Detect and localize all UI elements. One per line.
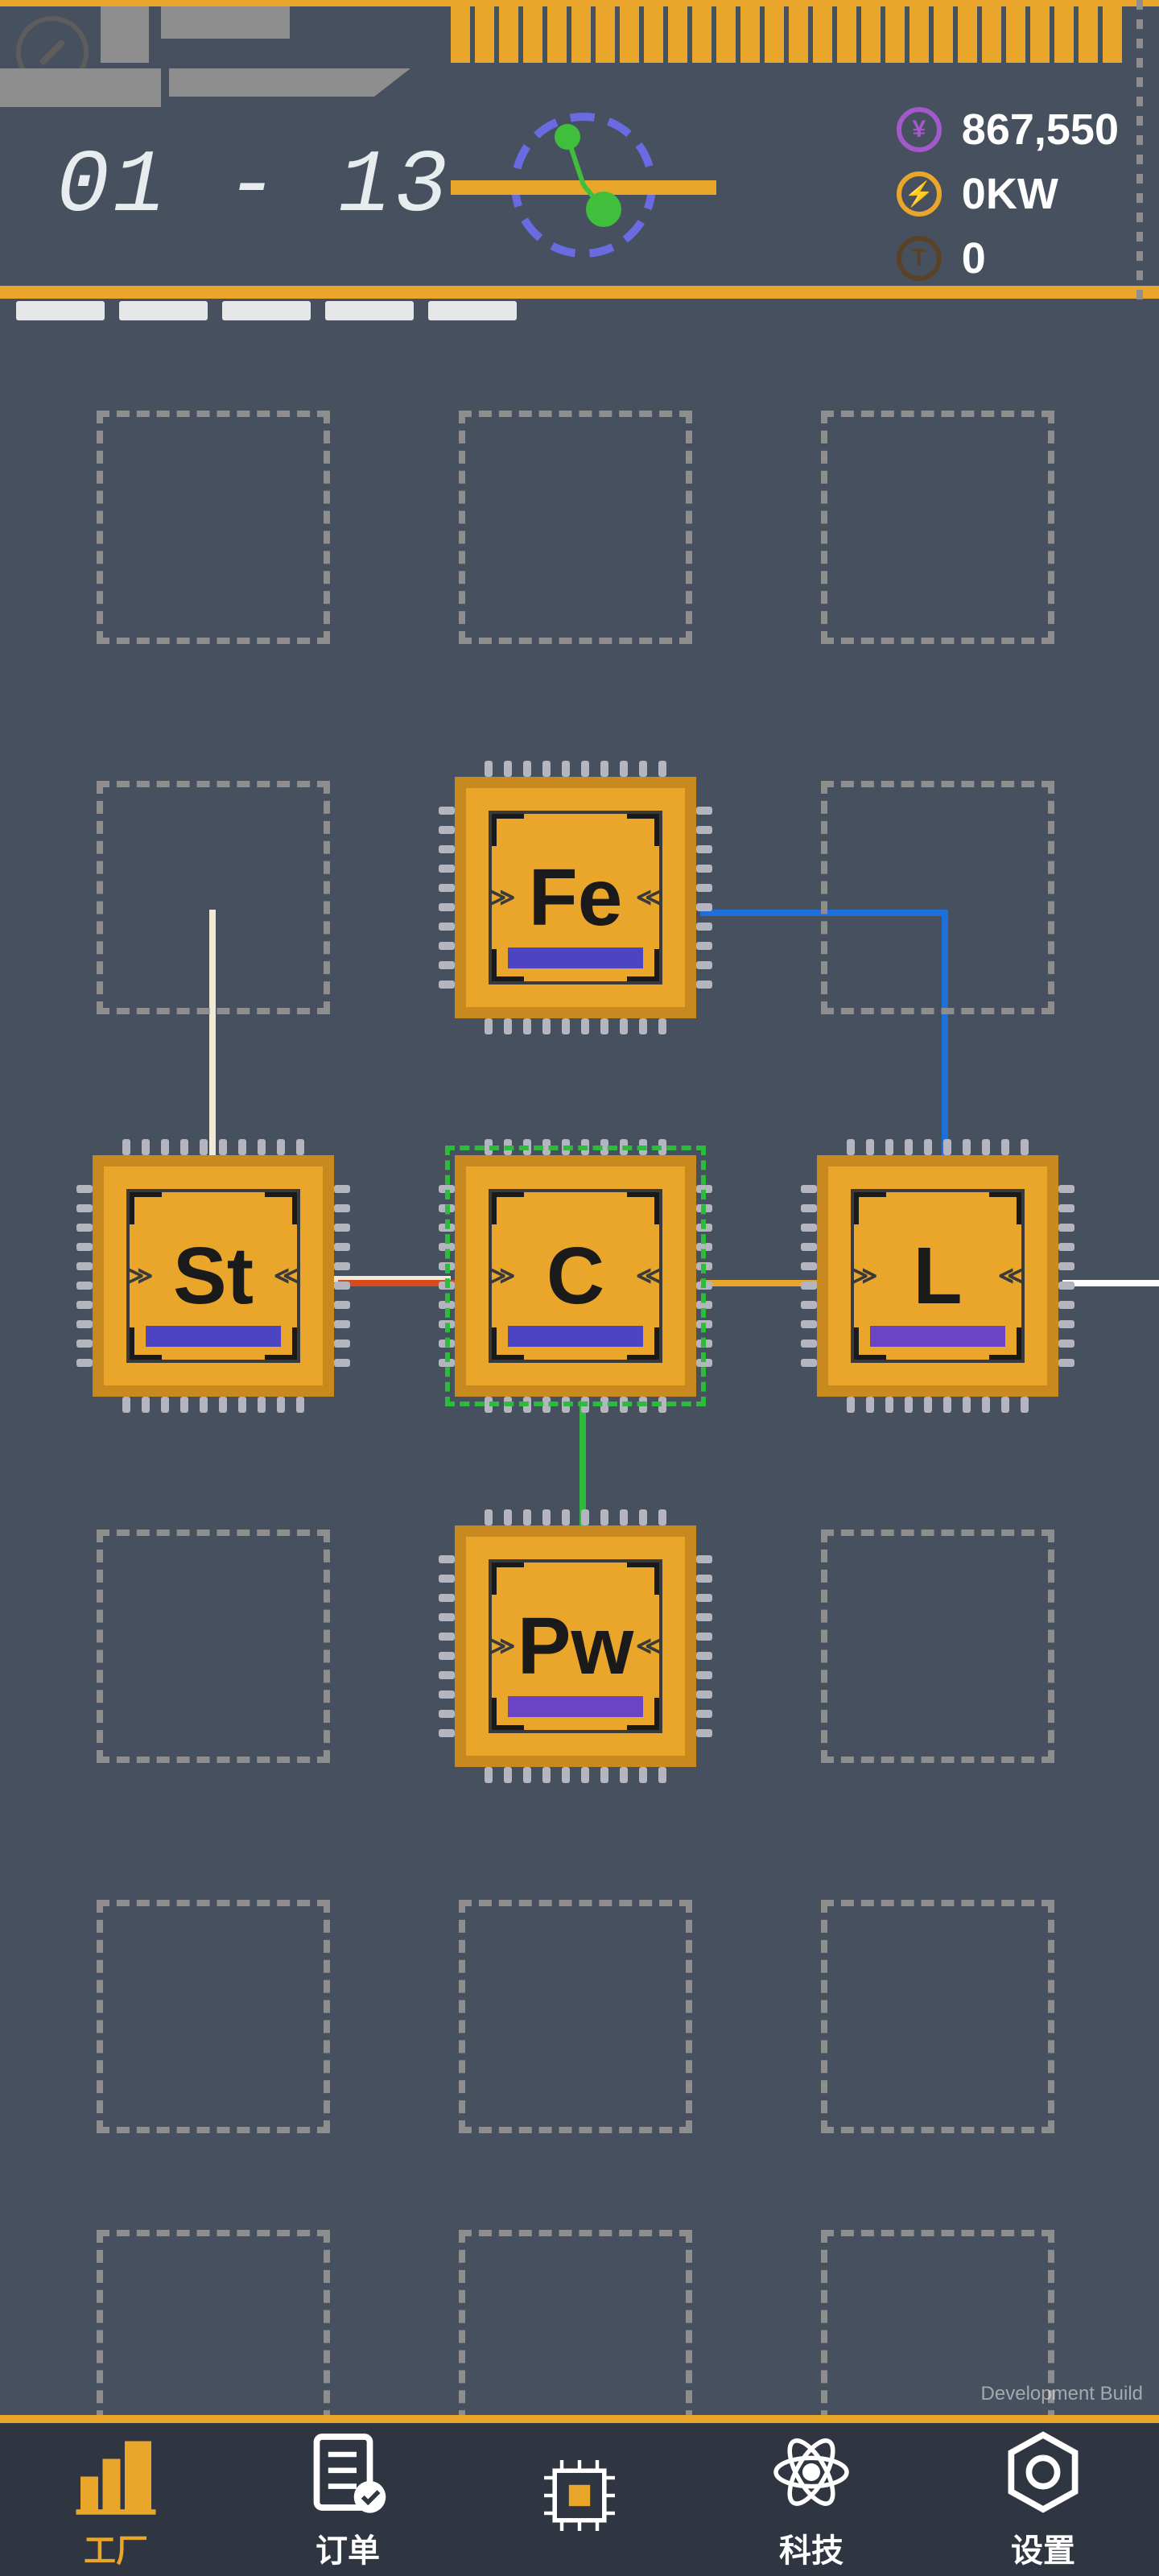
module-label: Pw	[518, 1600, 633, 1693]
module-label: St	[173, 1230, 254, 1323]
nav-label: 设置	[1011, 2524, 1075, 2571]
stat-power: ⚡ 0KW	[897, 169, 1119, 219]
settings-icon	[999, 2428, 1087, 2516]
clock-widget[interactable]	[443, 105, 724, 266]
module-fe[interactable]: Fe≫≫	[455, 777, 696, 1018]
orders-icon	[303, 2428, 392, 2516]
module-label: C	[547, 1230, 604, 1323]
header-right-groove	[1136, 0, 1143, 306]
empty-slot[interactable]	[821, 1530, 1054, 1763]
stat-money: ¥ 867,550	[897, 105, 1119, 155]
nav-tech[interactable]: 科技	[731, 2428, 892, 2571]
empty-slot[interactable]	[459, 411, 692, 644]
date-readout: 01 - 13	[56, 137, 451, 237]
empty-slot[interactable]	[821, 1900, 1054, 2133]
tech-icon	[767, 2428, 856, 2516]
nav-label: 科技	[779, 2524, 843, 2571]
power-icon: ⚡	[897, 171, 942, 217]
nav-label: 工厂	[84, 2524, 148, 2571]
factory-grid[interactable]: Fe≫≫ St≫≫ C≫≫ L≫≫ Pw≫≫	[0, 346, 1159, 2415]
module-label: L	[913, 1230, 962, 1323]
progress-segment	[222, 301, 311, 320]
header: 01 - 13 ¥ 867,550 ⚡ 0KW T 0	[0, 0, 1159, 298]
empty-slot[interactable]	[821, 411, 1054, 644]
nav-label: 订单	[316, 2524, 380, 2571]
module-label: Fe	[529, 852, 623, 944]
header-bottom-accent	[0, 286, 1159, 299]
progress-segment	[325, 301, 414, 320]
time-value: 0	[962, 233, 986, 283]
progress-segments	[16, 301, 517, 320]
module-l[interactable]: L≫≫	[817, 1155, 1058, 1397]
empty-slot[interactable]	[97, 1900, 330, 2133]
module-st[interactable]: St≫≫	[93, 1155, 334, 1397]
empty-slot[interactable]	[97, 411, 330, 644]
chip-icon	[535, 2451, 624, 2540]
header-ticks	[451, 6, 1122, 63]
empty-slot[interactable]	[821, 781, 1054, 1014]
bottom-nav: 工厂 订单 科技 设置	[0, 2415, 1159, 2576]
module-progress-bar	[508, 947, 643, 968]
nav-factory[interactable]: 工厂	[35, 2428, 196, 2571]
progress-segment	[428, 301, 517, 320]
nav-orders[interactable]: 订单	[267, 2428, 428, 2571]
module-progress-bar	[508, 1326, 643, 1347]
power-value: 0KW	[962, 169, 1058, 219]
empty-slot[interactable]	[459, 1900, 692, 2133]
menu-icon	[39, 39, 66, 66]
wire-segment	[1062, 1280, 1159, 1286]
stat-time: T 0	[897, 233, 1119, 283]
money-value: 867,550	[962, 105, 1119, 155]
nav-chip[interactable]	[499, 2451, 660, 2548]
build-watermark: Development Build	[981, 2383, 1143, 2405]
module-pw[interactable]: Pw≫≫	[455, 1525, 696, 1767]
time-icon: T	[897, 236, 942, 281]
progress-segment	[119, 301, 208, 320]
empty-slot[interactable]	[97, 781, 330, 1014]
module-progress-bar	[146, 1326, 281, 1347]
header-decor-bar2	[169, 68, 410, 97]
header-decor	[101, 6, 290, 63]
progress-segment	[16, 301, 105, 320]
module-c[interactable]: C≫≫	[455, 1155, 696, 1397]
module-progress-bar	[870, 1326, 1005, 1347]
empty-slot[interactable]	[97, 1530, 330, 1763]
header-decor-bar1	[0, 68, 161, 107]
money-icon: ¥	[897, 107, 942, 152]
module-progress-bar	[508, 1696, 643, 1717]
factory-icon	[72, 2428, 160, 2516]
stats-block: ¥ 867,550 ⚡ 0KW T 0	[897, 105, 1119, 283]
header-top-accent	[0, 0, 1159, 6]
nav-settings[interactable]: 设置	[963, 2428, 1124, 2571]
